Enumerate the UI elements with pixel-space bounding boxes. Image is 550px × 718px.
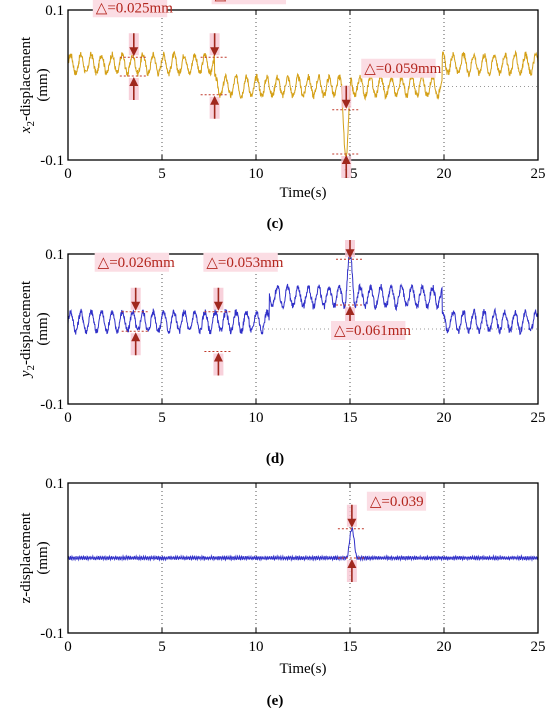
x-tick-label: 25 bbox=[531, 639, 546, 655]
x-axis-label: Time(s) bbox=[280, 185, 327, 201]
x-tick-label: 5 bbox=[158, 639, 166, 655]
annotation-arrowhead-up bbox=[210, 95, 220, 105]
chart-panel-d: 0 5 10 15 20 25 0.1 -0.1 y2-displacement (mm) △=0.… bbox=[18, 240, 546, 426]
x-tick-label: 0 bbox=[64, 639, 72, 655]
y-axis-label-group: x2-displacement (mm) bbox=[18, 36, 51, 134]
annotation-arrowhead-down bbox=[341, 99, 351, 109]
x-tick-label: 10 bbox=[249, 166, 264, 182]
annotation-arrowhead-up bbox=[341, 155, 351, 164]
annotation-arrowhead-up bbox=[131, 332, 141, 342]
caption-c: (c) bbox=[266, 216, 284, 232]
y-axis-label: x2-displacement bbox=[18, 36, 37, 134]
x-tick-label: 5 bbox=[158, 410, 166, 426]
x-tick-label: 0 bbox=[64, 166, 72, 182]
annotation-arrowhead-up bbox=[213, 352, 223, 362]
x-tick-label: 5 bbox=[158, 166, 166, 182]
annotation-label: △=0.059mm bbox=[364, 61, 441, 77]
y-tick-label: 0.1 bbox=[45, 247, 64, 263]
x-tick-label: 0 bbox=[64, 410, 72, 426]
annotation-label-bg bbox=[361, 58, 436, 78]
annotation-arrowhead-down bbox=[213, 301, 223, 311]
series-line bbox=[67, 49, 539, 162]
annotation-label: △=0.050mm bbox=[215, 0, 292, 3]
y-axis-label: y2-displacement bbox=[18, 280, 37, 379]
annotation-arrowhead-up bbox=[347, 559, 357, 568]
annotation-label-bg bbox=[366, 491, 427, 511]
y-axis-label-group: z-displacement (mm) bbox=[18, 512, 51, 604]
plot-frame bbox=[67, 9, 539, 161]
x-axis-label: Time(s) bbox=[280, 661, 327, 677]
chart-panel-c: 05101520250.1-0.1Time(s)x2-displacement(… bbox=[18, 0, 546, 201]
x-tick-label: 15 bbox=[343, 639, 358, 655]
annotation-arrowhead-down bbox=[210, 47, 220, 57]
y-tick-label: 0.1 bbox=[45, 3, 64, 19]
annotation-arrowhead-down bbox=[129, 47, 139, 57]
annotation-arrowhead-up bbox=[345, 306, 355, 315]
x-tick-label: 25 bbox=[531, 410, 546, 426]
chart-panel-e: 0 5 10 15 20 25 0.1 -0.1 Time(s) z-displacement (m… bbox=[18, 476, 546, 677]
annotation-label: △=0.039 bbox=[370, 494, 424, 510]
annotation-label-bg bbox=[92, 0, 168, 18]
annotation-label: △=0.026mm bbox=[98, 255, 175, 271]
y-axis-unit: (mm) bbox=[35, 541, 51, 574]
annotation-label: △=0.053mm bbox=[206, 255, 283, 271]
x-tick-label: 10 bbox=[249, 639, 264, 655]
plot-frame bbox=[67, 253, 539, 405]
annotation-label-bg bbox=[331, 321, 406, 340]
series-line bbox=[67, 527, 539, 562]
x-tick-label: 20 bbox=[437, 166, 452, 182]
y-tick-label: 0.1 bbox=[45, 476, 64, 492]
y-axis-label-group: y2-displacement (mm) bbox=[18, 280, 51, 379]
y-axis-unit: (mm) bbox=[35, 68, 51, 101]
annotation-label: △=0.025mm bbox=[96, 0, 173, 16]
caption-e: (e) bbox=[266, 693, 284, 709]
annotation-arrowhead-down bbox=[347, 518, 357, 528]
annotation-label-bg bbox=[94, 252, 170, 272]
y-tick-label: -0.1 bbox=[40, 397, 64, 413]
x-tick-label: 25 bbox=[531, 166, 546, 182]
annotation-arrowhead-up bbox=[129, 77, 139, 86]
y-tick-label: -0.1 bbox=[40, 153, 64, 169]
y-axis-label: z-displacement bbox=[18, 512, 34, 604]
x-tick-label: 20 bbox=[437, 410, 452, 426]
plot-frame bbox=[67, 482, 539, 634]
x-tick-label: 10 bbox=[249, 410, 264, 426]
caption-d: (d) bbox=[265, 451, 285, 467]
y-tick-label: -0.1 bbox=[40, 626, 64, 642]
y-axis-unit: (mm) bbox=[35, 312, 51, 345]
annotation-arrowhead-down bbox=[345, 249, 355, 259]
annotation-label-bg bbox=[203, 252, 278, 272]
x-tick-label: 20 bbox=[437, 639, 452, 655]
annotation-label-bg bbox=[211, 0, 287, 5]
annotation-label: △=0.061mm bbox=[334, 323, 411, 339]
annotation-arrowhead-down bbox=[131, 301, 141, 311]
x-tick-label: 15 bbox=[343, 410, 358, 426]
series-line bbox=[67, 248, 539, 336]
